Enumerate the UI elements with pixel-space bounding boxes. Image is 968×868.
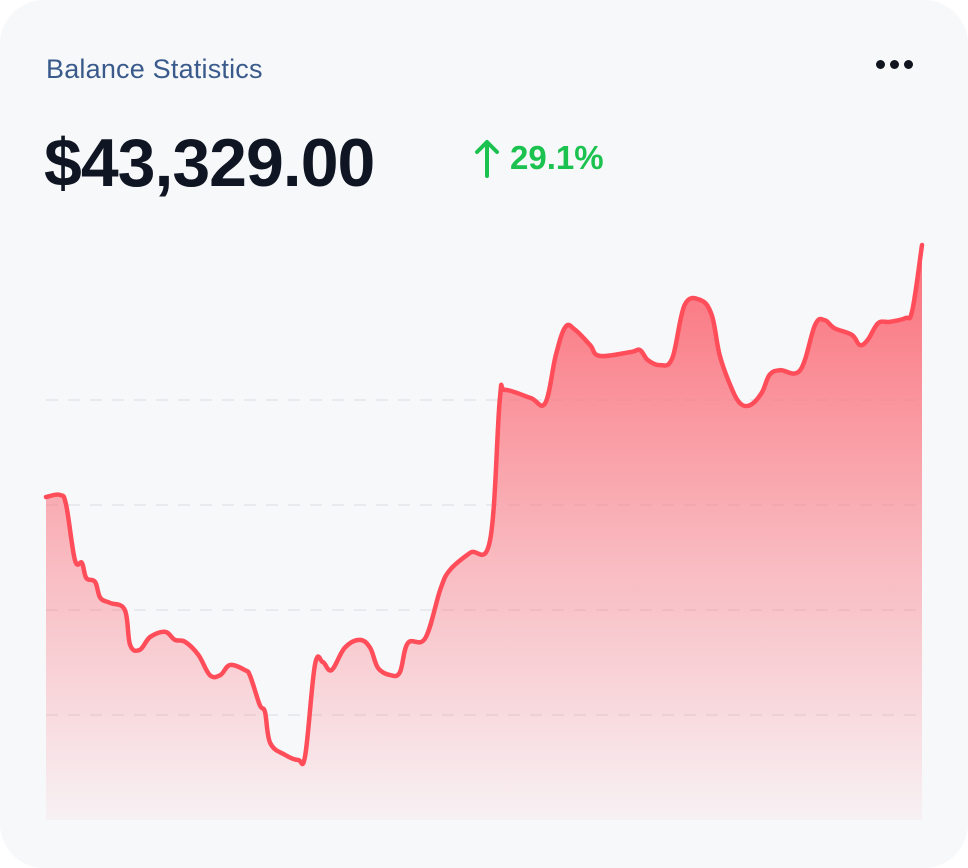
- series-line: [43, 242, 925, 767]
- balance-amount: $43,329.00: [44, 125, 375, 201]
- card-title: Balance Statistics: [46, 54, 263, 84]
- more-options-button[interactable]: [876, 60, 913, 69]
- change-percent: 29.1%: [510, 139, 604, 176]
- area-fill: [46, 245, 922, 820]
- arrow-up-icon: [475, 140, 499, 178]
- more-dot: [890, 60, 899, 69]
- more-dot: [904, 60, 913, 69]
- change-indicator: 29.1%: [474, 138, 604, 178]
- more-horizontal-icon: [876, 60, 885, 69]
